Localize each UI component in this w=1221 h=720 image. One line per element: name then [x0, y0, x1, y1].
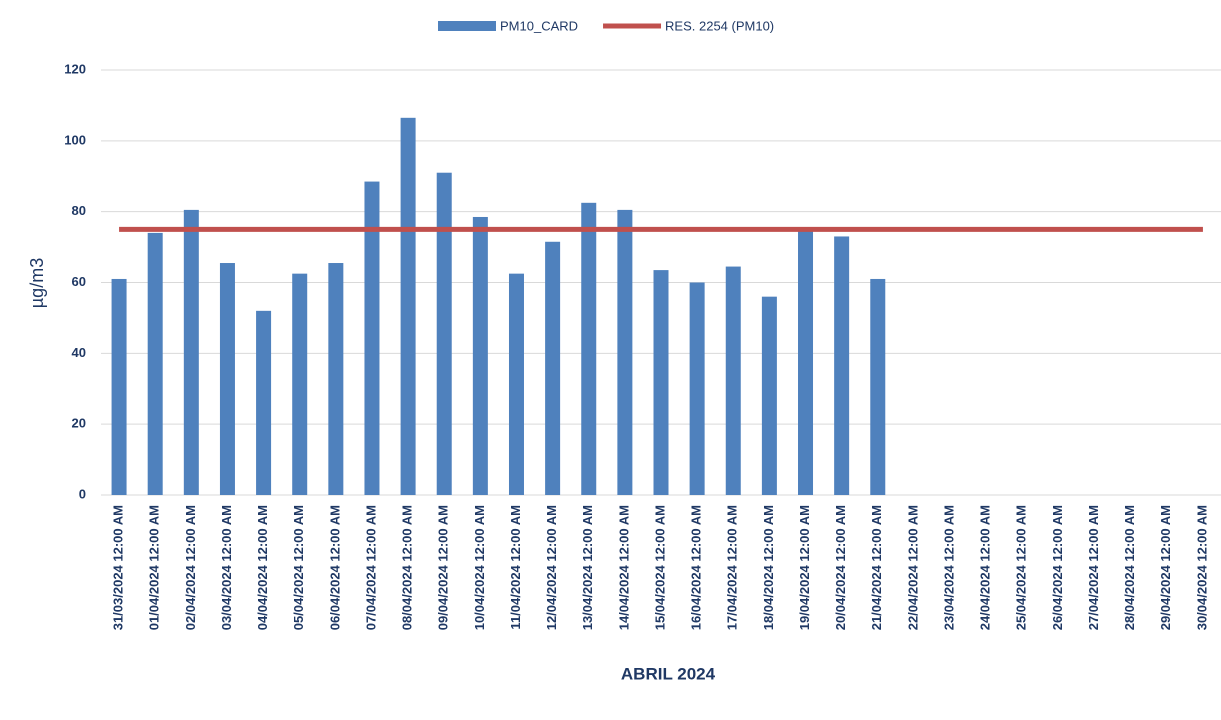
x-tick-label: 20/04/2024 12:00 AM: [833, 505, 848, 630]
bar: [328, 263, 344, 495]
y-tick-label: 120: [64, 61, 86, 76]
bar: [472, 216, 488, 495]
bar: [545, 241, 561, 495]
bar: [147, 232, 163, 495]
bar: [617, 209, 633, 496]
y-tick-label: 0: [79, 486, 86, 501]
bar: [870, 278, 886, 495]
y-tick-label: 20: [72, 416, 86, 431]
bar: [111, 278, 127, 495]
y-tick-label: 40: [72, 345, 86, 360]
x-tick-label: 13/04/2024 12:00 AM: [580, 505, 595, 630]
x-tick-label: 10/04/2024 12:00 AM: [472, 505, 487, 630]
bar: [761, 296, 777, 495]
bar: [364, 181, 380, 495]
x-tick-label: 05/04/2024 12:00 AM: [291, 505, 306, 630]
x-tick-label: 21/04/2024 12:00 AM: [869, 505, 884, 630]
x-tick-label: 30/04/2024 12:00 AM: [1194, 505, 1209, 630]
x-tick-label: 09/04/2024 12:00 AM: [436, 505, 451, 630]
x-tick-label: 08/04/2024 12:00 AM: [400, 505, 415, 630]
bar: [219, 263, 235, 495]
x-tick-label: 26/04/2024 12:00 AM: [1050, 505, 1065, 630]
legend-label: PM10_CARD: [500, 18, 578, 33]
x-tick-label: 16/04/2024 12:00 AM: [689, 505, 704, 630]
x-tick-label: 25/04/2024 12:00 AM: [1014, 505, 1029, 630]
x-tick-label: 01/04/2024 12:00 AM: [147, 505, 162, 630]
x-tick-label: 11/04/2024 12:00 AM: [508, 505, 523, 630]
bar: [508, 273, 524, 495]
x-tick-label: 17/04/2024 12:00 AM: [725, 505, 740, 630]
x-tick-label: 12/04/2024 12:00 AM: [544, 505, 559, 630]
y-axis-label: µg/m3: [27, 258, 47, 308]
x-tick-label: 29/04/2024 12:00 AM: [1158, 505, 1173, 630]
bar: [256, 310, 272, 495]
bar: [725, 266, 741, 495]
y-tick-label: 100: [64, 132, 86, 147]
x-tick-label: 23/04/2024 12:00 AM: [941, 505, 956, 630]
x-tick-label: 19/04/2024 12:00 AM: [797, 505, 812, 630]
bar: [183, 209, 199, 496]
x-tick-label: 07/04/2024 12:00 AM: [363, 505, 378, 630]
x-tick-label: 22/04/2024 12:00 AM: [905, 505, 920, 630]
bar: [400, 117, 416, 495]
y-tick-label: 60: [72, 274, 86, 289]
x-tick-label: 06/04/2024 12:00 AM: [327, 505, 342, 630]
x-axis-label: ABRIL 2024: [621, 664, 716, 683]
x-tick-label: 15/04/2024 12:00 AM: [652, 505, 667, 630]
x-tick-label: 28/04/2024 12:00 AM: [1122, 505, 1137, 630]
bar: [834, 236, 850, 496]
bar: [292, 273, 308, 495]
legend-swatch: [438, 21, 496, 31]
bar: [581, 202, 597, 495]
legend-label: RES. 2254 (PM10): [665, 18, 774, 33]
x-tick-label: 02/04/2024 12:00 AM: [183, 505, 198, 630]
bar: [653, 270, 669, 495]
x-tick-label: 24/04/2024 12:00 AM: [978, 505, 993, 630]
bar: [436, 172, 452, 496]
x-tick-label: 27/04/2024 12:00 AM: [1086, 505, 1101, 630]
x-tick-label: 04/04/2024 12:00 AM: [255, 505, 270, 630]
bar: [689, 282, 705, 495]
x-tick-label: 03/04/2024 12:00 AM: [219, 505, 234, 630]
y-tick-label: 80: [72, 203, 86, 218]
bar: [798, 227, 814, 495]
x-tick-label: 31/03/2024 12:00 AM: [111, 505, 126, 630]
x-tick-label: 14/04/2024 12:00 AM: [616, 505, 631, 630]
x-tick-label: 18/04/2024 12:00 AM: [761, 505, 776, 630]
